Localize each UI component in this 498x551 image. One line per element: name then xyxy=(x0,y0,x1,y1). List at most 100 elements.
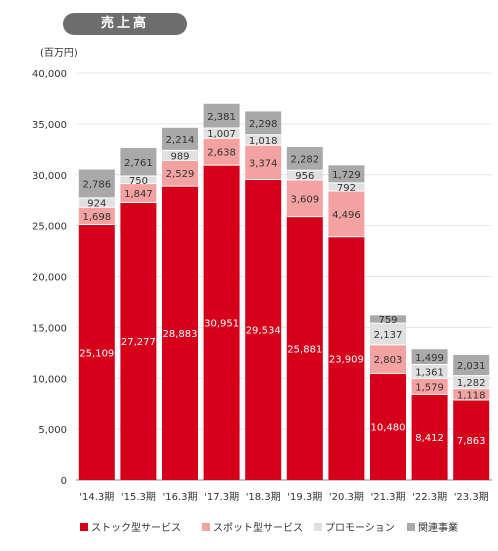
bar-segment xyxy=(328,236,365,480)
chart-title: 売上高 xyxy=(63,13,187,35)
data-label: 4,496 xyxy=(332,210,361,221)
legend-label: プロモーション xyxy=(325,522,395,534)
bar-segment xyxy=(162,160,198,187)
bar-segment xyxy=(411,349,448,365)
data-label: 2,137 xyxy=(374,330,403,341)
data-label: 1,018 xyxy=(249,136,278,147)
data-label: 8,412 xyxy=(415,433,444,444)
data-label: 1,118 xyxy=(457,390,486,401)
bar-segment xyxy=(203,127,240,139)
x-category-label: '22.3期 xyxy=(412,491,447,503)
bar-segment xyxy=(162,150,198,161)
y-axis-unit-label: (百万円) xyxy=(40,47,78,59)
data-label: 2,761 xyxy=(124,158,153,169)
y-tick-label: 10,000 xyxy=(32,374,67,385)
bar-segment xyxy=(328,165,365,183)
bars xyxy=(78,103,490,480)
y-tick-label: 5,000 xyxy=(38,425,67,436)
bar-segment xyxy=(78,197,115,208)
bar-segment xyxy=(411,364,448,379)
legend-label: スポット型サービス xyxy=(213,521,303,534)
data-label: 956 xyxy=(295,171,314,182)
bar-segment xyxy=(203,165,240,480)
y-axis-ticks: 0 5,000 10,000 15,000 20,000 25,000 30,000 35,0… xyxy=(32,69,67,487)
data-label: 2,529 xyxy=(166,169,195,180)
data-label: 3,374 xyxy=(249,158,278,169)
bar-segment xyxy=(245,179,282,480)
x-axis-categories: '14.3期 '15.3期 '16.3期 '17.3期 '18.3期 '19.3期 '20.… xyxy=(79,491,488,503)
data-label: 27,277 xyxy=(121,337,156,348)
bar-segment xyxy=(411,394,448,480)
data-label: 924 xyxy=(87,199,106,210)
bar-segment xyxy=(286,216,323,480)
bar-segment xyxy=(328,190,365,237)
data-label: 2,214 xyxy=(166,135,195,146)
data-label: 1,698 xyxy=(82,212,111,223)
bar-segment xyxy=(162,186,198,480)
data-label: 2,282 xyxy=(290,155,319,166)
bar-segment xyxy=(411,378,448,395)
x-category-label: '15.3期 xyxy=(121,491,156,503)
data-label: 25,109 xyxy=(79,348,114,359)
data-label: 1,847 xyxy=(124,189,153,200)
legend-swatch xyxy=(314,523,322,531)
data-label: 1,361 xyxy=(415,367,444,378)
x-category-label: '17.3期 xyxy=(204,491,239,503)
x-category-label: '21.3期 xyxy=(370,491,405,503)
bar-segment xyxy=(120,147,157,177)
x-category-label: '14.3期 xyxy=(79,491,114,503)
bar-segment xyxy=(120,202,157,480)
bar-segment xyxy=(120,176,157,184)
data-label: 750 xyxy=(129,176,148,187)
bar-segment xyxy=(245,134,282,146)
bar-segment xyxy=(370,315,406,324)
data-label: 2,381 xyxy=(207,112,236,123)
data-label: 3,609 xyxy=(290,194,319,205)
y-tick-label: 25,000 xyxy=(32,222,67,233)
data-label: 1,579 xyxy=(415,382,444,393)
bar-segment xyxy=(370,323,406,345)
x-category-label: '19.3期 xyxy=(287,491,322,503)
y-tick-label: 15,000 xyxy=(32,323,67,334)
data-label: 2,298 xyxy=(249,119,278,130)
bar-segment xyxy=(203,138,240,166)
bar-segment xyxy=(286,146,323,171)
data-label: 792 xyxy=(337,183,356,194)
legend-swatch xyxy=(80,523,88,531)
bar-segment xyxy=(120,183,157,203)
x-category-label: '16.3期 xyxy=(162,491,197,503)
legend-swatch xyxy=(407,523,415,531)
data-labels: 25,109 1,698 924 2,786 27,277 1,847 750 2,761 28… xyxy=(79,112,485,447)
bar-segment xyxy=(203,103,240,128)
bar-segment xyxy=(370,344,406,374)
legend: ストック型サービス スポット型サービス プロモーション 関連事業 xyxy=(80,521,458,534)
data-label: 7,863 xyxy=(457,436,486,447)
data-label: 1,729 xyxy=(332,170,361,181)
data-label: 25,881 xyxy=(287,344,322,355)
bar-segment xyxy=(78,169,115,198)
legend-label: ストック型サービス xyxy=(91,521,181,534)
data-label: 1,499 xyxy=(415,353,444,364)
bar-segment xyxy=(78,224,115,480)
y-tick-label: 30,000 xyxy=(32,171,67,182)
data-label: 759 xyxy=(378,315,397,326)
data-label: 2,638 xyxy=(207,148,236,159)
bar-segment xyxy=(453,399,490,480)
bar-segment xyxy=(370,373,406,480)
legend-label: 関連事業 xyxy=(418,521,458,534)
y-tick-label: 40,000 xyxy=(32,69,67,80)
data-label: 989 xyxy=(170,151,189,162)
legend-swatch xyxy=(202,523,210,531)
x-category-label: '18.3期 xyxy=(246,491,281,503)
data-label: 1,282 xyxy=(457,378,486,389)
bar-segment xyxy=(245,111,282,135)
bar-segment xyxy=(78,207,115,225)
data-label: 2,031 xyxy=(457,361,486,372)
y-tick-label: 0 xyxy=(61,476,67,487)
y-tick-label: 20,000 xyxy=(32,273,67,284)
data-label: 1,007 xyxy=(207,129,236,140)
x-category-label: '23.3期 xyxy=(454,491,489,503)
y-tick-label: 35,000 xyxy=(32,120,67,131)
data-label: 30,951 xyxy=(204,319,239,330)
data-label: 28,883 xyxy=(163,329,198,340)
